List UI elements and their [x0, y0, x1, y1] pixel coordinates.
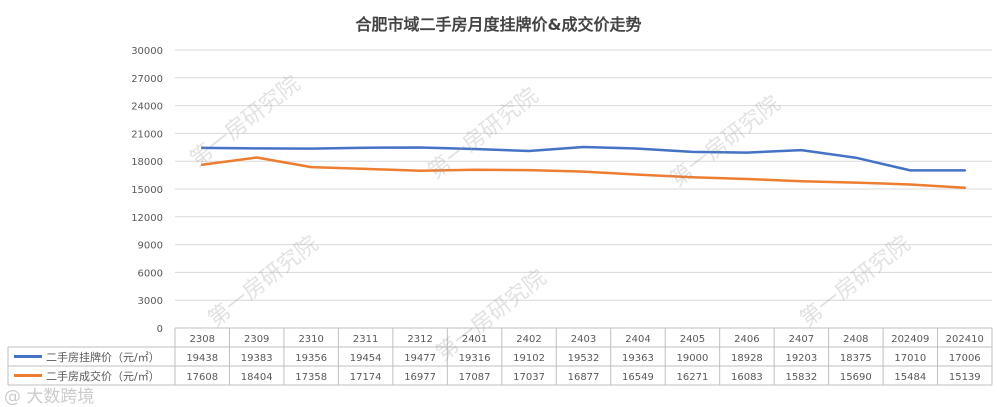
- x-tick-label: 202410: [946, 334, 984, 345]
- y-tick-label: 12000: [131, 213, 163, 224]
- data-label: 19383: [241, 353, 273, 364]
- y-tick-label: 18000: [131, 157, 163, 168]
- y-tick-label: 15000: [131, 185, 163, 196]
- x-tick-label: 2408: [843, 334, 868, 345]
- data-label: 16271: [677, 372, 709, 383]
- x-tick-label: 2312: [407, 334, 432, 345]
- x-tick-label: 2311: [353, 334, 378, 345]
- data-label: 15690: [840, 372, 872, 383]
- data-label: 17010: [894, 353, 926, 364]
- data-label: 18928: [731, 353, 763, 364]
- data-label: 19356: [295, 353, 327, 364]
- x-tick-label: 2404: [625, 334, 650, 345]
- data-label: 15139: [949, 372, 981, 383]
- data-label: 15484: [894, 372, 926, 383]
- data-label: 19000: [677, 353, 709, 364]
- y-tick-label: 27000: [131, 74, 163, 85]
- x-tick-label: 2402: [516, 334, 541, 345]
- data-label: 18404: [241, 372, 273, 383]
- series-name: 二手房成交价（元/㎡）: [46, 369, 160, 383]
- data-label: 19454: [350, 353, 382, 364]
- data-label: 18375: [840, 353, 872, 364]
- y-tick-label: 6000: [138, 268, 163, 279]
- series-line: [200, 156, 967, 189]
- y-tick-label: 30000: [131, 46, 163, 57]
- series-name: 二手房挂牌价（元/㎡）: [46, 350, 160, 364]
- x-tick-label: 2406: [734, 334, 759, 345]
- corner-watermark: @ 大数跨境: [4, 387, 95, 407]
- x-tick-label: 2401: [462, 334, 487, 345]
- data-label: 16877: [568, 372, 600, 383]
- x-tick-label: 2310: [298, 334, 323, 345]
- x-tick-label: 2405: [680, 334, 705, 345]
- y-tick-label: 0: [157, 324, 163, 335]
- data-label: 17358: [295, 372, 327, 383]
- data-label: 16083: [731, 372, 763, 383]
- y-tick-label: 24000: [131, 102, 163, 113]
- data-label: 16549: [622, 372, 654, 383]
- data-label: 17006: [949, 353, 981, 364]
- x-tick-label: 2403: [571, 334, 596, 345]
- chart-title: 合肥市域二手房月度挂牌价&成交价走势: [355, 15, 642, 34]
- x-tick-label: 2309: [244, 334, 269, 345]
- data-label: 19438: [186, 353, 218, 364]
- data-label: 15832: [785, 372, 817, 383]
- data-label: 17037: [513, 372, 545, 383]
- data-label: 16977: [404, 372, 436, 383]
- data-label: 17087: [459, 372, 491, 383]
- y-tick-label: 21000: [131, 129, 163, 140]
- data-label: 19477: [404, 353, 436, 364]
- data-label: 17608: [186, 372, 218, 383]
- x-tick-label: 2407: [789, 334, 814, 345]
- x-tick-label: 202409: [891, 334, 929, 345]
- data-label: 19316: [459, 353, 491, 364]
- data-label: 19532: [568, 353, 600, 364]
- data-label: 19102: [513, 353, 545, 364]
- series-line: [200, 145, 967, 172]
- x-tick-label: 2308: [190, 334, 215, 345]
- y-tick-label: 9000: [138, 241, 163, 252]
- data-label: 19363: [622, 353, 654, 364]
- data-label: 17174: [350, 372, 382, 383]
- data-label: 19203: [785, 353, 817, 364]
- y-tick-label: 3000: [138, 296, 163, 307]
